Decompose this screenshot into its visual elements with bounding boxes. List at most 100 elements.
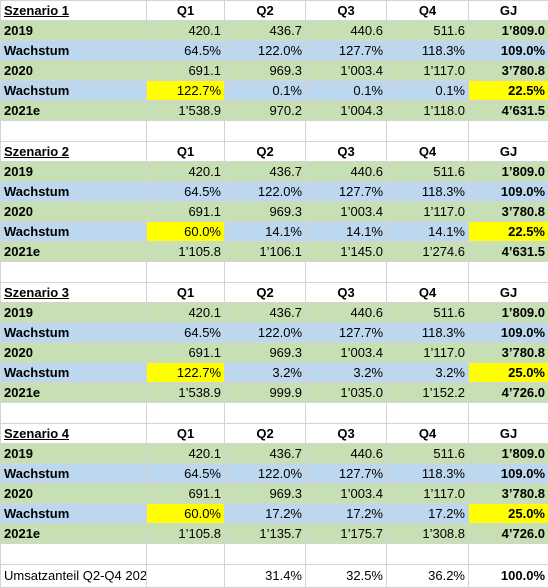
value-cell[interactable]: 64.5% (147, 182, 225, 202)
scenario-title[interactable]: Szenario 3 (1, 283, 147, 303)
column-header[interactable]: Q2 (225, 1, 306, 21)
empty-cell[interactable] (469, 403, 548, 424)
value-cell[interactable]: 25.0% (469, 363, 548, 383)
value-cell[interactable]: 127.7% (306, 182, 387, 202)
row-label[interactable]: Wachstum (1, 41, 147, 61)
value-cell[interactable]: 691.1 (147, 343, 225, 363)
value-cell[interactable]: 4’631.5 (469, 101, 548, 121)
value-cell[interactable]: 440.6 (306, 303, 387, 323)
value-cell[interactable]: 122.0% (225, 323, 306, 343)
row-label[interactable]: Wachstum (1, 222, 147, 242)
value-cell[interactable]: 22.5% (469, 222, 548, 242)
empty-cell[interactable] (1, 262, 147, 283)
value-cell[interactable]: 109.0% (469, 464, 548, 484)
value-cell[interactable]: 969.3 (225, 484, 306, 504)
value-cell[interactable]: 969.3 (225, 202, 306, 222)
empty-cell[interactable] (225, 121, 306, 142)
value-cell[interactable]: 1’035.0 (306, 383, 387, 403)
empty-cell[interactable] (1, 544, 147, 565)
value-cell[interactable]: 118.3% (387, 41, 469, 61)
row-label[interactable]: 2019 (1, 162, 147, 182)
value-cell[interactable]: 420.1 (147, 21, 225, 41)
column-header[interactable]: Q1 (147, 283, 225, 303)
value-cell[interactable]: 1’118.0 (387, 101, 469, 121)
value-cell[interactable]: 109.0% (469, 182, 548, 202)
empty-cell[interactable] (147, 121, 225, 142)
value-cell[interactable]: 14.1% (387, 222, 469, 242)
value-cell[interactable]: 691.1 (147, 202, 225, 222)
row-label[interactable]: Wachstum (1, 464, 147, 484)
column-header[interactable]: Q2 (225, 283, 306, 303)
value-cell[interactable]: 691.1 (147, 61, 225, 81)
value-cell[interactable]: 1’003.4 (306, 484, 387, 504)
row-label[interactable]: 2020 (1, 61, 147, 81)
empty-cell[interactable] (1, 403, 147, 424)
value-cell[interactable]: 4’726.0 (469, 383, 548, 403)
value-cell[interactable]: 3’780.8 (469, 343, 548, 363)
column-header[interactable]: Q4 (387, 283, 469, 303)
value-cell[interactable]: 4’631.5 (469, 242, 548, 262)
value-cell[interactable]: 60.0% (147, 222, 225, 242)
value-cell[interactable]: 1’003.4 (306, 61, 387, 81)
value-cell[interactable]: 440.6 (306, 444, 387, 464)
value-cell[interactable]: 436.7 (225, 303, 306, 323)
column-header[interactable]: GJ (469, 1, 548, 21)
value-cell[interactable]: 1’135.7 (225, 524, 306, 544)
value-cell[interactable]: 1’105.8 (147, 242, 225, 262)
value-cell[interactable]: 511.6 (387, 444, 469, 464)
row-label[interactable]: 2021e (1, 101, 147, 121)
value-cell[interactable]: 14.1% (225, 222, 306, 242)
value-cell[interactable]: 109.0% (469, 323, 548, 343)
column-header[interactable]: Q1 (147, 424, 225, 444)
value-cell[interactable]: 969.3 (225, 61, 306, 81)
value-cell[interactable]: 1’117.0 (387, 202, 469, 222)
value-cell[interactable]: 970.2 (225, 101, 306, 121)
value-cell[interactable]: 1’538.9 (147, 101, 225, 121)
value-cell[interactable]: 122.0% (225, 41, 306, 61)
value-cell[interactable]: 122.7% (147, 81, 225, 101)
scenario-title[interactable]: Szenario 4 (1, 424, 147, 444)
value-cell[interactable]: 60.0% (147, 504, 225, 524)
footer-value[interactable]: 31.4% (225, 565, 306, 588)
value-cell[interactable]: 1’004.3 (306, 101, 387, 121)
column-header[interactable]: Q1 (147, 142, 225, 162)
row-label[interactable]: 2021e (1, 242, 147, 262)
value-cell[interactable]: 440.6 (306, 162, 387, 182)
value-cell[interactable]: 118.3% (387, 182, 469, 202)
column-header[interactable]: Q4 (387, 142, 469, 162)
value-cell[interactable]: 0.1% (225, 81, 306, 101)
empty-cell[interactable] (387, 121, 469, 142)
value-cell[interactable]: 64.5% (147, 323, 225, 343)
empty-cell[interactable] (469, 544, 548, 565)
value-cell[interactable]: 1’117.0 (387, 343, 469, 363)
value-cell[interactable]: 0.1% (306, 81, 387, 101)
empty-cell[interactable] (306, 403, 387, 424)
value-cell[interactable]: 122.0% (225, 182, 306, 202)
row-label[interactable]: 2020 (1, 202, 147, 222)
empty-cell[interactable] (469, 121, 548, 142)
value-cell[interactable]: 17.2% (387, 504, 469, 524)
value-cell[interactable]: 17.2% (306, 504, 387, 524)
row-label[interactable]: 2019 (1, 303, 147, 323)
value-cell[interactable]: 969.3 (225, 343, 306, 363)
value-cell[interactable]: 14.1% (306, 222, 387, 242)
value-cell[interactable]: 420.1 (147, 303, 225, 323)
column-header[interactable]: Q3 (306, 142, 387, 162)
row-label[interactable]: Wachstum (1, 504, 147, 524)
value-cell[interactable]: 1’105.8 (147, 524, 225, 544)
value-cell[interactable]: 1’106.1 (225, 242, 306, 262)
empty-cell[interactable] (225, 544, 306, 565)
value-cell[interactable]: 127.7% (306, 323, 387, 343)
row-label[interactable]: Wachstum (1, 81, 147, 101)
column-header[interactable]: Q3 (306, 283, 387, 303)
value-cell[interactable]: 511.6 (387, 162, 469, 182)
value-cell[interactable]: 127.7% (306, 464, 387, 484)
scenario-title[interactable]: Szenario 2 (1, 142, 147, 162)
row-label[interactable]: Wachstum (1, 363, 147, 383)
empty-cell[interactable] (306, 544, 387, 565)
column-header[interactable]: Q2 (225, 424, 306, 444)
row-label[interactable]: Wachstum (1, 182, 147, 202)
value-cell[interactable]: 1’809.0 (469, 162, 548, 182)
value-cell[interactable]: 999.9 (225, 383, 306, 403)
value-cell[interactable]: 1’145.0 (306, 242, 387, 262)
